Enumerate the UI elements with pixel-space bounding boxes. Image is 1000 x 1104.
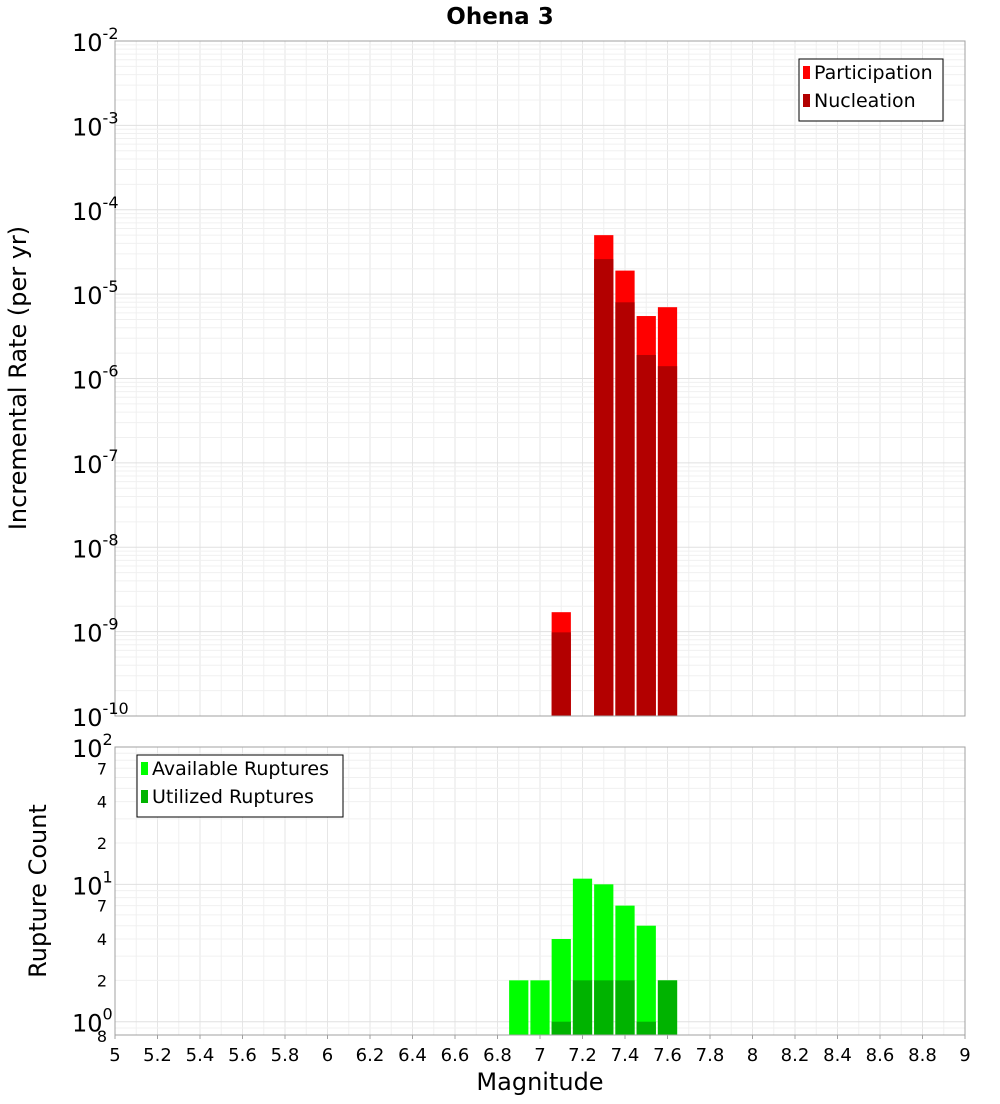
x-tick-label: 8 <box>747 1045 758 1066</box>
nucleation-legend-label: Nucleation <box>814 90 916 112</box>
nucleation-legend-swatch <box>803 94 810 107</box>
x-tick-label: 7 <box>534 1045 545 1066</box>
y-tick-label: 10-5 <box>72 277 119 310</box>
utilized-ruptures-bar <box>615 980 635 1035</box>
y-tick-label: 10-4 <box>72 193 119 226</box>
nucleation-bar <box>657 366 678 716</box>
y-tick-label: 10-2 <box>72 24 119 57</box>
bottom-legend <box>136 754 344 818</box>
available-ruptures-bar <box>509 980 529 1035</box>
y-axis-label-bottom: Rupture Count <box>24 804 52 978</box>
x-tick-label: 6.8 <box>483 1045 512 1066</box>
y-decade-tick-label: 100 <box>72 1005 113 1038</box>
x-tick-label: 7.6 <box>653 1045 682 1066</box>
available-ruptures-bar <box>530 980 550 1035</box>
available-ruptures-legend-label: Available Ruptures <box>152 758 329 780</box>
participation-legend-label: Participation <box>814 62 933 84</box>
top-plot-frame <box>114 40 966 717</box>
utilized-ruptures-bar <box>657 980 678 1035</box>
participation-legend-swatch <box>803 66 810 79</box>
y-minor-tick-label: 4 <box>97 793 107 812</box>
x-tick-label: 5.4 <box>186 1045 215 1066</box>
y-minor-tick-label: 2 <box>97 834 107 853</box>
x-axis-label: Magnitude <box>476 1068 603 1096</box>
available-ruptures-bar <box>551 939 571 1035</box>
x-tick-label: 8.8 <box>908 1045 937 1066</box>
x-tick-label: 7.8 <box>696 1045 725 1066</box>
chart-title: Ohena 3 <box>446 4 553 30</box>
y-decade-tick-label: 102 <box>72 730 113 763</box>
utilized-ruptures-legend-swatch <box>141 790 148 803</box>
y-tick-label: 10-10 <box>72 699 129 732</box>
y-tick-label: 10-7 <box>72 446 119 479</box>
y-tick-label: 10-3 <box>72 108 119 141</box>
y-minor-tick-label: 7 <box>97 897 107 916</box>
x-tick-label: 7.2 <box>568 1045 597 1066</box>
y-minor-tick-label: 2 <box>97 971 107 990</box>
nucleation-bar <box>615 302 635 716</box>
utilized-ruptures-bar <box>636 1021 656 1035</box>
x-tick-label: 5 <box>109 1045 120 1066</box>
y-minor-tick-label: 7 <box>97 759 107 778</box>
y-tick-label: 10-6 <box>72 362 119 395</box>
utilized-ruptures-bar <box>594 980 614 1035</box>
x-tick-label: 6.4 <box>398 1045 427 1066</box>
nucleation-bar <box>551 632 571 716</box>
y-tick-label: 10-9 <box>72 615 119 648</box>
nucleation-bar <box>594 259 614 716</box>
nucleation-bar <box>636 354 656 716</box>
x-tick-label: 8.2 <box>781 1045 810 1066</box>
available-ruptures-legend-swatch <box>141 762 148 775</box>
x-tick-label: 7.4 <box>611 1045 640 1066</box>
available-ruptures-bar <box>636 925 656 1035</box>
y-minor-tick-label: 4 <box>97 930 107 949</box>
x-tick-label: 6 <box>322 1045 333 1066</box>
x-tick-label: 8.6 <box>866 1045 895 1066</box>
utilized-ruptures-bar <box>572 980 593 1035</box>
utilized-ruptures-bar <box>551 1021 571 1035</box>
y-decade-tick-label: 101 <box>72 867 113 900</box>
y-bottom-tick-label: 8 <box>97 1027 107 1046</box>
x-tick-label: 5.8 <box>271 1045 300 1066</box>
y-axis-label-top: Incremental Rate (per yr) <box>4 226 32 530</box>
x-tick-label: 5.2 <box>143 1045 172 1066</box>
x-tick-label: 6.6 <box>441 1045 470 1066</box>
top-legend <box>798 58 944 122</box>
y-tick-label: 10-8 <box>72 530 119 563</box>
utilized-ruptures-legend-label: Utilized Ruptures <box>152 786 314 808</box>
x-tick-label: 6.2 <box>356 1045 385 1066</box>
x-tick-label: 8.4 <box>823 1045 852 1066</box>
x-tick-label: 9 <box>959 1045 970 1066</box>
x-tick-label: 5.6 <box>228 1045 257 1066</box>
